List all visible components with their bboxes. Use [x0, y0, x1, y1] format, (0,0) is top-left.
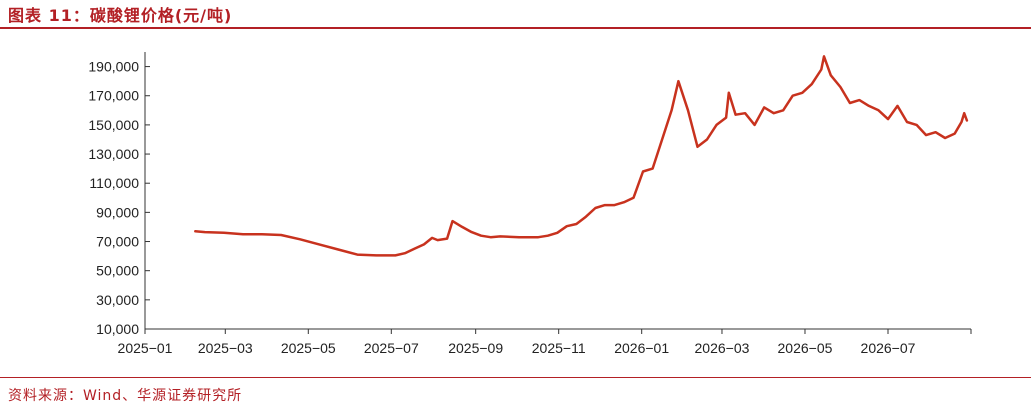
x-tick-label: 2025−03: [198, 340, 253, 356]
tick-labels: 10,000 30,000 50,000 70,000 90,000 110,000 130…: [88, 59, 915, 356]
y-tick-label: 10,000: [96, 321, 139, 337]
x-tick-label: 2026−01: [614, 340, 669, 356]
source-note: 资料来源：Wind、华源证券研究所: [8, 388, 243, 404]
x-tick-label: 2025−05: [281, 340, 336, 356]
x-tick-label: 2025−11: [532, 340, 586, 356]
title-divider: [0, 27, 1031, 29]
y-tick-label: 90,000: [96, 204, 139, 220]
y-tick-label: 190,000: [88, 59, 139, 75]
y-tick-label: 50,000: [96, 263, 139, 279]
figure-title: 图表 11：碳酸锂价格(元/吨): [8, 6, 233, 25]
y-tick-label: 170,000: [88, 88, 139, 104]
y-tick-label: 70,000: [96, 234, 139, 250]
x-tick-label: 2025−09: [448, 340, 503, 356]
y-tick-label: 150,000: [88, 117, 139, 133]
x-tick-label: 2026−07: [861, 340, 916, 356]
chart-axes: [144, 52, 971, 330]
tick-marks: [144, 66, 972, 334]
plot-series: [194, 55, 969, 257]
y-tick-label: 110,000: [89, 175, 139, 191]
x-tick-label: 2025−07: [364, 340, 419, 356]
price-series-line: [194, 55, 969, 257]
y-tick-label: 130,000: [88, 146, 139, 162]
x-tick-label: 2026−03: [695, 340, 750, 356]
x-tick-label: 2026−05: [778, 340, 833, 356]
source-divider: [0, 377, 1031, 378]
price-line-chart: 10,000 30,000 50,000 70,000 90,000 110,000 130…: [88, 52, 972, 356]
x-tick-label: 2025−01: [118, 340, 173, 356]
y-tick-label: 30,000: [96, 292, 139, 308]
